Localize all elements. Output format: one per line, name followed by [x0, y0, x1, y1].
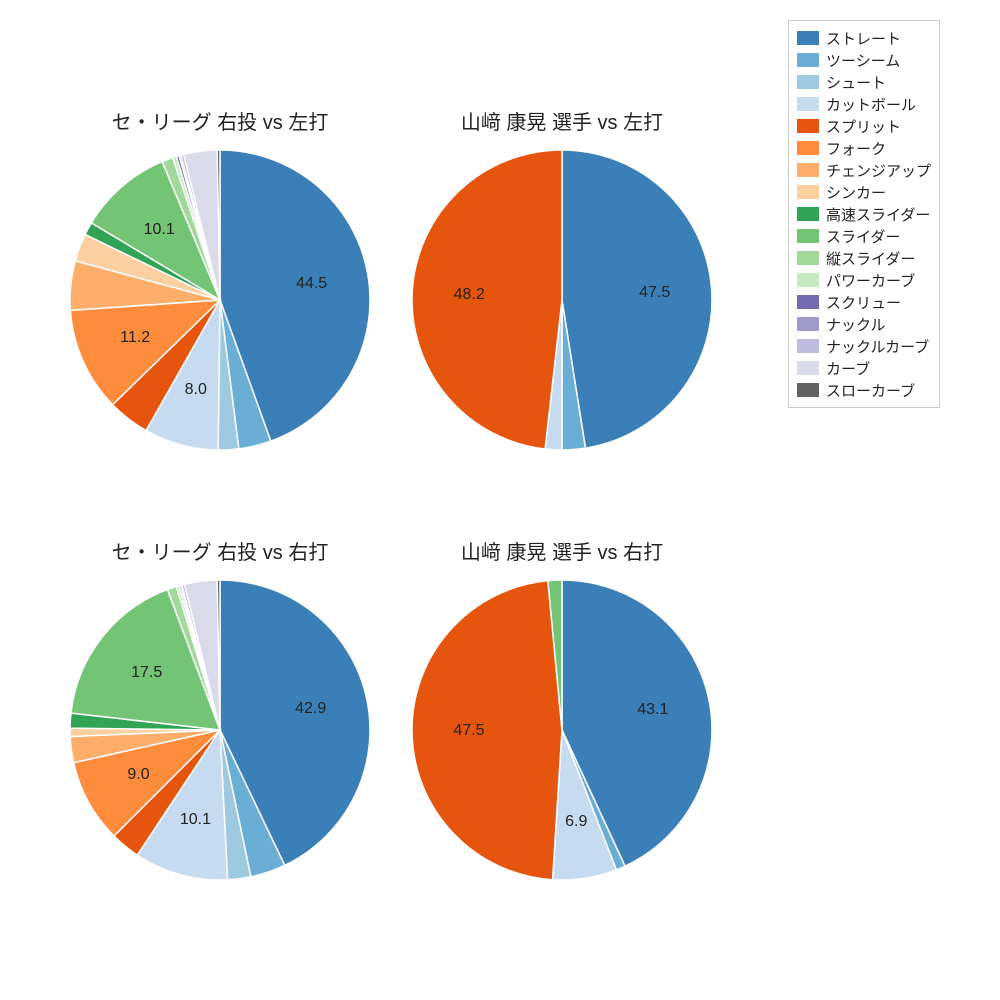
legend-label: 縦スライダー	[826, 248, 915, 269]
legend-swatch	[797, 295, 819, 309]
legend-label: スローカーブ	[826, 380, 915, 401]
chart-title: セ・リーグ 右投 vs 右打	[60, 536, 380, 565]
legend-item: シンカー	[797, 181, 931, 203]
legend-label: パワーカーブ	[826, 270, 915, 291]
legend-swatch	[797, 119, 819, 133]
chart-title: 山﨑 康晃 選手 vs 右打	[402, 536, 722, 565]
pie-chart	[410, 578, 714, 882]
legend-label: シンカー	[826, 182, 886, 203]
legend-swatch	[797, 317, 819, 331]
legend-label: ナックル	[826, 314, 886, 335]
legend-item: スライダー	[797, 225, 931, 247]
legend-swatch	[797, 251, 819, 265]
legend-label: シュート	[826, 72, 886, 93]
legend-item: ナックルカーブ	[797, 335, 931, 357]
legend-item: ストレート	[797, 27, 931, 49]
legend-label: スプリット	[826, 116, 901, 137]
pie-slice	[412, 150, 562, 449]
legend-item: ツーシーム	[797, 49, 931, 71]
legend-label: 高速スライダー	[826, 204, 930, 225]
legend-label: カーブ	[826, 358, 870, 379]
legend-label: カットボール	[826, 94, 916, 115]
chart-title: 山﨑 康晃 選手 vs 左打	[402, 106, 722, 135]
legend-swatch	[797, 31, 819, 45]
legend-swatch	[797, 383, 819, 397]
legend-item: チェンジアップ	[797, 159, 931, 181]
chart-title: セ・リーグ 右投 vs 左打	[60, 106, 380, 135]
legend-swatch	[797, 75, 819, 89]
legend-item: スクリュー	[797, 291, 931, 313]
legend-label: スクリュー	[826, 292, 901, 313]
pie-chart	[410, 148, 714, 452]
pie-chart	[68, 148, 372, 452]
pie-slice	[412, 581, 562, 880]
legend-swatch	[797, 53, 819, 67]
legend-label: スライダー	[826, 226, 900, 247]
legend-label: ストレート	[826, 28, 901, 49]
legend-item: 縦スライダー	[797, 247, 931, 269]
chart-stage: セ・リーグ 右投 vs 左打44.58.011.210.1山﨑 康晃 選手 vs…	[0, 0, 1000, 1000]
legend-swatch	[797, 339, 819, 353]
legend-swatch	[797, 163, 819, 177]
legend-item: パワーカーブ	[797, 269, 931, 291]
legend-item: カットボール	[797, 93, 931, 115]
legend-swatch	[797, 185, 819, 199]
pie-slice	[562, 150, 712, 448]
legend-item: フォーク	[797, 137, 931, 159]
legend-label: ツーシーム	[826, 50, 900, 71]
legend-swatch	[797, 361, 819, 375]
legend-item: スローカーブ	[797, 379, 931, 401]
legend: ストレートツーシームシュートカットボールスプリットフォークチェンジアップシンカー…	[788, 20, 940, 408]
pie-chart	[68, 578, 372, 882]
legend-swatch	[797, 97, 819, 111]
legend-item: スプリット	[797, 115, 931, 137]
legend-item: ナックル	[797, 313, 931, 335]
legend-item: シュート	[797, 71, 931, 93]
legend-swatch	[797, 229, 819, 243]
legend-label: チェンジアップ	[826, 160, 931, 181]
legend-swatch	[797, 207, 819, 221]
legend-item: 高速スライダー	[797, 203, 931, 225]
legend-label: フォーク	[826, 138, 886, 159]
legend-swatch	[797, 273, 819, 287]
legend-label: ナックルカーブ	[826, 336, 929, 357]
legend-swatch	[797, 141, 819, 155]
legend-item: カーブ	[797, 357, 931, 379]
